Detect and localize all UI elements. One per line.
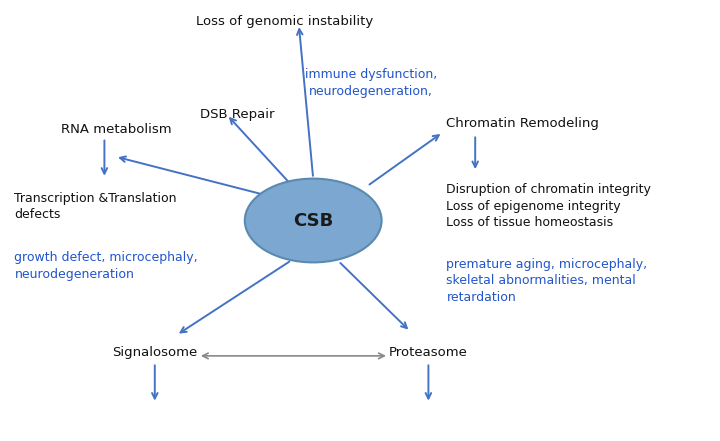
Text: premature aging, microcephaly,
skeletal abnormalities, mental
retardation: premature aging, microcephaly, skeletal … xyxy=(446,258,647,304)
Text: CSB: CSB xyxy=(293,212,333,229)
Text: Chromatin Remodeling: Chromatin Remodeling xyxy=(446,117,599,130)
Text: Signalosome: Signalosome xyxy=(112,346,197,359)
Text: RNA metabolism: RNA metabolism xyxy=(61,123,172,136)
Text: DSB Repair: DSB Repair xyxy=(200,108,275,121)
Text: immune dysfunction,
neurodegeneration,: immune dysfunction, neurodegeneration, xyxy=(305,68,437,98)
Text: Transcription &Translation
defects: Transcription &Translation defects xyxy=(14,192,177,221)
Text: Proteasome: Proteasome xyxy=(389,346,468,359)
Text: growth defect, microcephaly,
neurodegeneration: growth defect, microcephaly, neurodegene… xyxy=(14,251,198,281)
Text: Disruption of chromatin integrity
Loss of epigenome integrity
Loss of tissue hom: Disruption of chromatin integrity Loss o… xyxy=(446,183,652,229)
Circle shape xyxy=(245,179,382,262)
Text: Loss of genomic instability: Loss of genomic instability xyxy=(196,15,373,28)
